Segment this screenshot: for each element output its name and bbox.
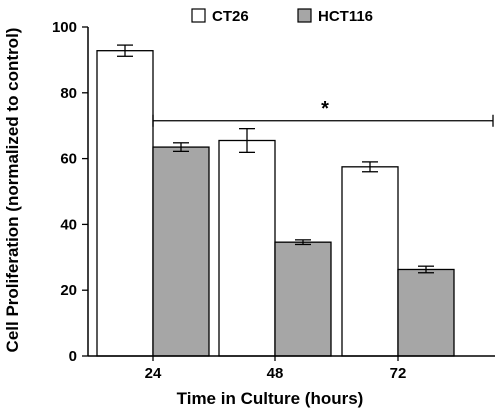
significance-annotation: * [152,98,494,127]
error-bar-hct116-72 [418,265,434,274]
y-tick-label: 80 [60,85,77,102]
bar-hct116-24 [152,146,210,357]
error-bars-layer [117,44,434,274]
x-tick-label: 24 [145,365,162,382]
bar-ct26-24 [96,50,154,357]
y-tick-label: 60 [60,151,77,168]
y-tick-label: 100 [52,19,77,36]
error-bar-hct116-48 [295,239,311,246]
bar-ct26-48 [218,139,276,357]
bar-ct26-72 [341,166,399,357]
axes [87,27,495,357]
legend-label-hct116: HCT116 [318,8,373,25]
legend: CT26 HCT116 [191,8,373,25]
error-bar-ct26-72 [362,161,378,173]
y-tick-label: 0 [69,348,77,365]
x-axis-title: Time in Culture (hours) [177,389,364,408]
error-bar-hct116-24 [173,142,189,153]
bars-layer [96,50,455,357]
y-ticks: 0 20 40 60 80 100 [52,19,88,365]
legend-swatch-ct26 [191,8,206,23]
error-bar-ct26-24 [117,44,133,57]
legend-label-ct26: CT26 [212,8,249,25]
significance-asterisk: * [321,98,329,120]
bar-hct116-48 [274,241,332,357]
x-tick-label: 48 [267,365,284,382]
y-tick-label: 40 [60,216,77,233]
y-tick-label: 20 [60,282,77,299]
y-axis-title: Cell Proliferation (normalized to contro… [3,28,22,353]
legend-swatch-hct116 [297,8,312,23]
x-tick-label: 72 [390,365,407,382]
x-ticks: 24 48 72 [145,356,407,382]
error-bar-ct26-48 [239,128,255,153]
bar-hct116-72 [397,268,455,357]
